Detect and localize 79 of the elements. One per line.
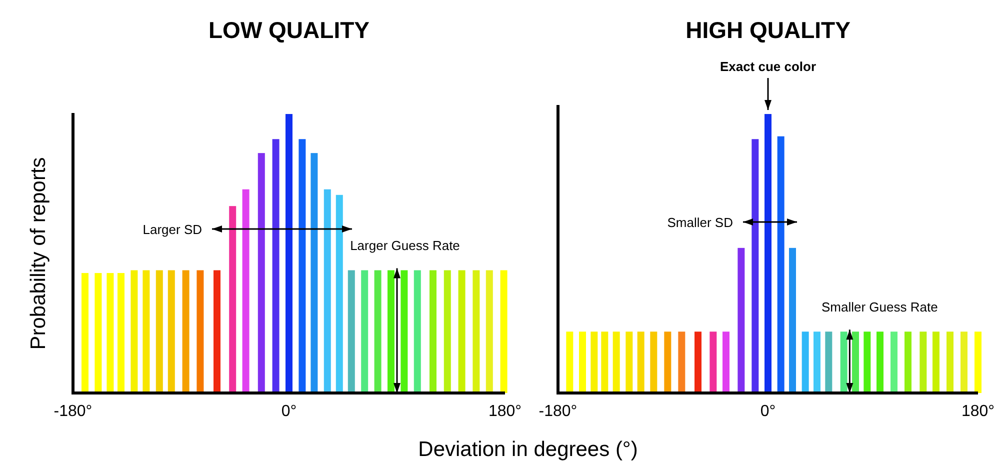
chart-title: HIGH QUALITY (686, 17, 850, 43)
bar (904, 332, 912, 393)
bar (590, 332, 598, 393)
bar (710, 332, 717, 393)
bar (601, 332, 608, 393)
x-tick-label: -180° (538, 403, 578, 420)
bar (298, 139, 306, 393)
bar (738, 248, 745, 393)
bar (890, 332, 898, 393)
bar (864, 332, 871, 393)
bar (272, 139, 280, 393)
bar (229, 206, 236, 393)
bar (414, 270, 421, 393)
x-tick-label: -180° (54, 403, 92, 420)
bar (789, 248, 796, 393)
annotation: Exact cue color (720, 59, 816, 74)
bar (764, 114, 772, 393)
bar (374, 270, 382, 393)
annotation: Smaller Guess Rate (822, 300, 938, 315)
bar (650, 332, 658, 393)
x-tick-label: 180° (488, 403, 522, 420)
x-tick-label: 180° (961, 403, 995, 420)
bar (637, 332, 644, 393)
bar (94, 273, 102, 393)
bar (142, 270, 150, 393)
annotation: Larger SD (142, 222, 202, 237)
bar (400, 270, 408, 393)
annotation: Smaller SD (667, 215, 733, 230)
bar (500, 270, 508, 393)
bar (920, 332, 927, 393)
bar (324, 189, 331, 393)
bar (566, 332, 574, 393)
bar (168, 270, 175, 393)
bar (802, 332, 809, 393)
bar (626, 332, 633, 393)
bar (752, 139, 759, 393)
bar (777, 136, 784, 393)
bar (974, 332, 982, 393)
bar (678, 332, 686, 393)
bar (946, 332, 954, 393)
bar (430, 270, 436, 393)
bar (118, 273, 124, 393)
bar (258, 153, 265, 393)
bar (825, 332, 832, 393)
bar (361, 270, 368, 393)
bar (286, 114, 292, 393)
annotation: Larger Guess Rate (350, 238, 460, 254)
bar (960, 332, 968, 393)
bar (840, 332, 848, 393)
bar (612, 332, 620, 393)
bar (310, 153, 318, 393)
bar (444, 270, 451, 393)
x-axis-title: Deviation in degrees (°) (418, 438, 638, 461)
bar (472, 270, 480, 393)
bar (814, 332, 820, 393)
x-tick-label: 0° (760, 403, 776, 420)
bar (336, 194, 343, 393)
bar (664, 332, 672, 393)
bar (486, 270, 493, 393)
bar (722, 332, 730, 393)
bar (348, 270, 355, 393)
bar (196, 270, 204, 393)
bar (106, 273, 114, 393)
bar (876, 332, 884, 393)
bar (242, 189, 250, 393)
bar (458, 270, 466, 393)
bar (852, 332, 859, 393)
bar (130, 270, 138, 393)
chart-title: LOW QUALITY (208, 17, 370, 43)
x-tick-label: 0° (281, 403, 297, 420)
bar (579, 332, 586, 393)
bar (388, 270, 394, 393)
bar (182, 270, 190, 393)
bar (694, 332, 702, 393)
bar (214, 270, 220, 393)
y-axis-title: Probability of reports (27, 157, 50, 350)
bar (932, 332, 940, 393)
bar (156, 270, 163, 393)
bar (82, 273, 88, 393)
